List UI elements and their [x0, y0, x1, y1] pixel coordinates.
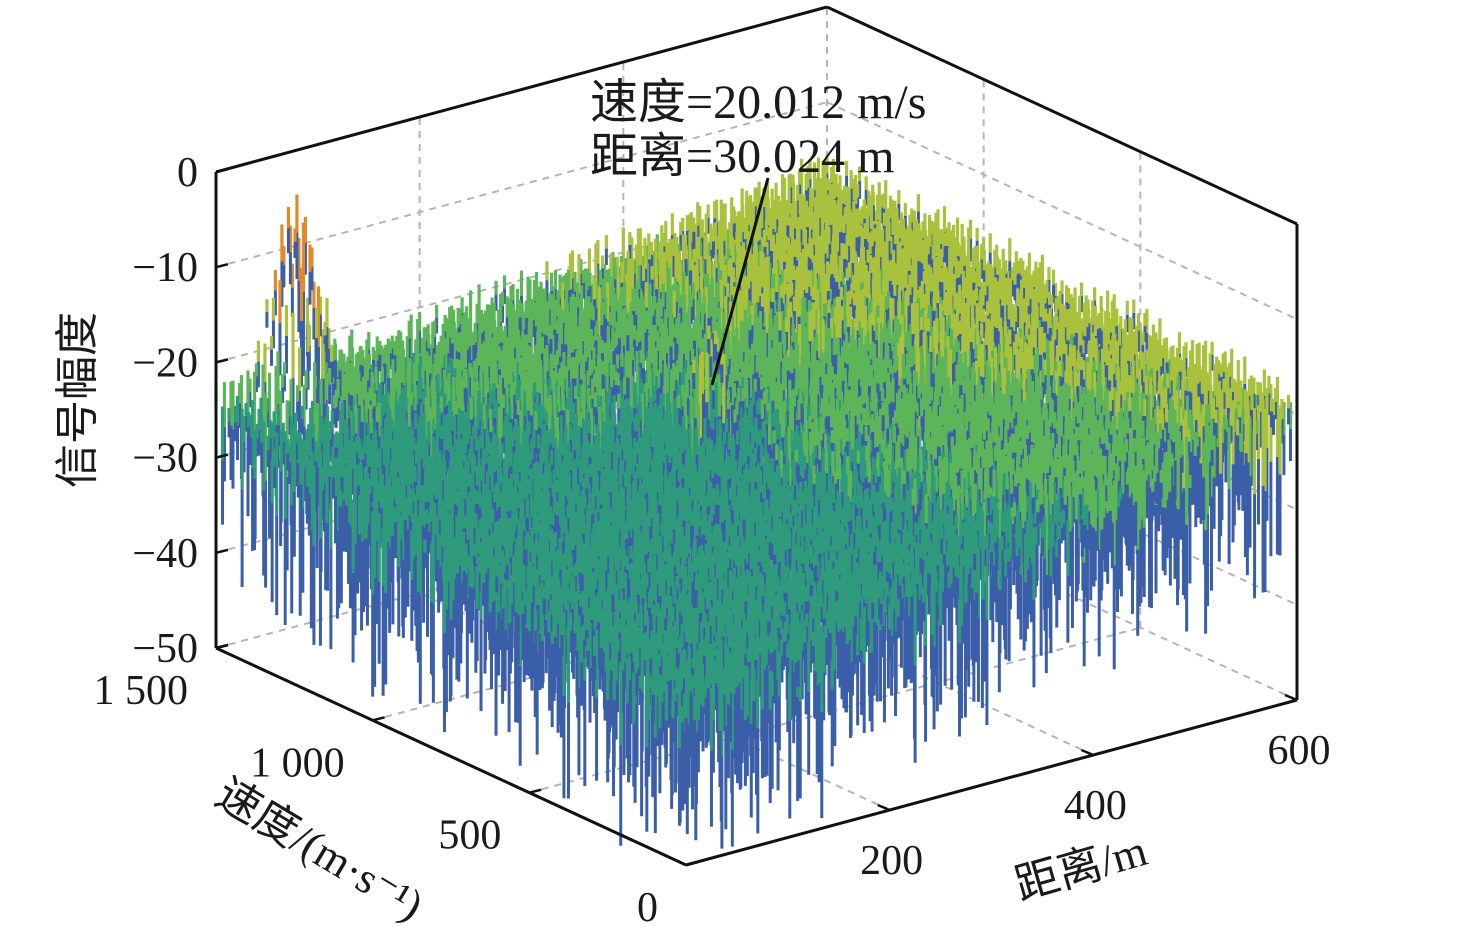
grid-line-z	[826, 386, 1298, 606]
grid-line-z	[826, 101, 1298, 321]
surface	[214, 154, 1299, 849]
grid-line-z	[215, 101, 828, 269]
